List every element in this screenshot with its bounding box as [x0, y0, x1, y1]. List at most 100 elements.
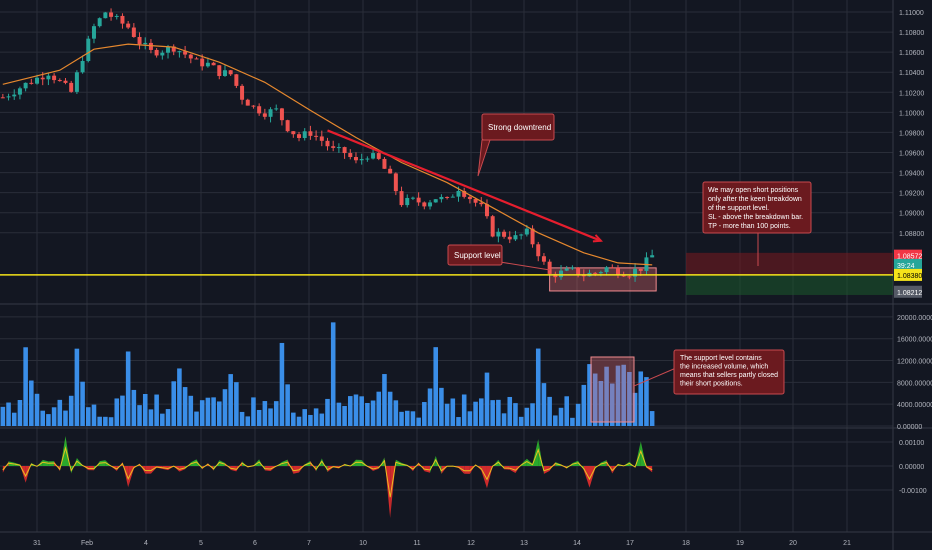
candle-body: [564, 268, 569, 271]
volume-bar: [51, 407, 57, 426]
volume-bar: [154, 394, 159, 426]
oscillator-axis: 0.00100 0.00000 -0.00100: [899, 440, 927, 495]
candle-body: [171, 46, 176, 52]
candle-body: [462, 190, 467, 197]
candle-body: [166, 46, 171, 53]
candle-body: [467, 196, 472, 200]
candle-body: [604, 267, 609, 273]
candle-body: [484, 204, 489, 217]
volume-bar: [490, 400, 495, 426]
volume-bar: [410, 411, 416, 426]
candle-body: [228, 70, 233, 75]
volume-bar: [245, 416, 251, 426]
price-label-box: [894, 249, 922, 262]
candle-body: [576, 267, 581, 276]
candle-body: [35, 77, 40, 84]
oscillator-area: [498, 459, 505, 470]
volume-bar: [484, 372, 490, 426]
candle-body: [359, 159, 364, 161]
callout-line: only after the keen breakdown: [708, 196, 802, 203]
callout-line: SL - above the breakdown bar.: [708, 214, 803, 221]
candle-body: [40, 77, 45, 80]
price-axis: 1.11000 1.10800 1.10600 1.10400 1.10200 1.100…: [899, 10, 924, 238]
candle-body: [615, 267, 620, 276]
candle-body: [126, 23, 131, 28]
trendline: [327, 129, 602, 242]
volume-axis: 20000.00000 16000.00000 12000.00000 8000.00…: [897, 315, 932, 431]
volume-bar: [336, 402, 342, 426]
volume-bar: [365, 403, 370, 426]
volume-bar: [342, 406, 347, 426]
candle-body: [325, 140, 330, 147]
price-tick-label: 1.08800: [899, 231, 924, 238]
oscillator-area: [464, 466, 470, 474]
volume-tick-label: 16000.00000: [897, 337, 932, 344]
callout-strong-downtrend: Strong downtrend: [477, 113, 555, 177]
candle-body: [541, 256, 546, 262]
volume-bar: [86, 407, 91, 426]
volume-bar: [450, 398, 456, 426]
time-tick-label: 6: [253, 540, 257, 547]
time-axis: 31 Feb 4 5 6 7 10 11 12 13 14 17 18 19 20 21: [33, 540, 851, 547]
volume-bar: [501, 413, 507, 426]
candle-body: [502, 231, 507, 237]
time-tick-label: 14: [573, 540, 581, 547]
candle-body: [479, 202, 484, 205]
callout-line: TP - more than 100 points.: [708, 223, 791, 230]
candle-body: [388, 168, 393, 174]
volume-bar: [604, 366, 609, 426]
volume-tick-label: 0.00000: [897, 424, 922, 431]
candle-body: [621, 275, 626, 277]
downtrend-arrow: [327, 129, 604, 243]
candle-body: [257, 106, 262, 114]
volume-bar: [68, 395, 74, 426]
volume-bar: [142, 393, 148, 426]
candle-body: [148, 42, 153, 50]
time-tick-label: 21: [843, 540, 851, 547]
volume-bar: [564, 396, 569, 426]
volume-bar: [302, 409, 307, 426]
time-tick-label: 18: [682, 540, 690, 547]
candle-body: [0, 97, 5, 99]
volume-bar: [97, 416, 102, 426]
volume-bar: [262, 401, 268, 426]
oscillator-area: [71, 457, 77, 474]
oscillator-area: [390, 459, 396, 518]
volume-bar: [239, 411, 245, 426]
volume-bar: [524, 407, 530, 426]
volume-bar: [427, 388, 433, 426]
candle-body: [627, 276, 632, 278]
volume-bar: [507, 396, 513, 426]
volume-bar: [319, 413, 325, 426]
candle-body: [410, 197, 415, 199]
callout-line: The support level contains: [680, 355, 762, 362]
candle-body: [422, 202, 427, 207]
time-tick-label: 11: [413, 540, 420, 547]
candle-body: [251, 105, 256, 107]
volume-bar: [57, 399, 63, 426]
volume-bar: [353, 394, 359, 426]
volume-bar: [251, 397, 256, 426]
oscillator-area: [19, 464, 26, 483]
candle-body: [177, 51, 182, 53]
candle-body: [160, 52, 165, 56]
candle-body: [91, 26, 96, 39]
volume-bar: [234, 382, 239, 426]
volume-bar: [387, 391, 393, 426]
volume-bar: [644, 377, 649, 426]
moving-average-line: [2, 43, 653, 266]
volume-bar: [473, 401, 478, 426]
oscillator-area: [640, 441, 647, 468]
volume-bar: [194, 411, 199, 426]
oscillator-area: [350, 459, 356, 466]
volume-bar: [627, 372, 632, 426]
volume-tick-label: 4000.00000: [897, 402, 932, 409]
oscillator-area: [276, 461, 282, 467]
price-tick-label: 1.10600: [899, 50, 924, 57]
volume-bar: [518, 416, 524, 426]
price-tick-label: 1.09400: [899, 171, 924, 178]
volume-tick-label: 12000.00000: [897, 359, 932, 366]
volume-bar: [649, 411, 655, 426]
time-tick-label: 31: [33, 540, 41, 547]
time-tick-label: 13: [520, 540, 528, 547]
